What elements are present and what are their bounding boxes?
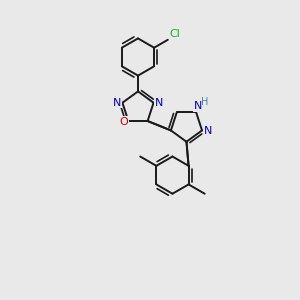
Text: N: N	[113, 98, 121, 108]
Text: O: O	[119, 117, 128, 127]
Text: H: H	[201, 97, 208, 107]
Text: N: N	[194, 101, 202, 111]
Text: Cl: Cl	[169, 29, 180, 39]
Text: N: N	[203, 126, 212, 136]
Text: N: N	[155, 98, 163, 108]
